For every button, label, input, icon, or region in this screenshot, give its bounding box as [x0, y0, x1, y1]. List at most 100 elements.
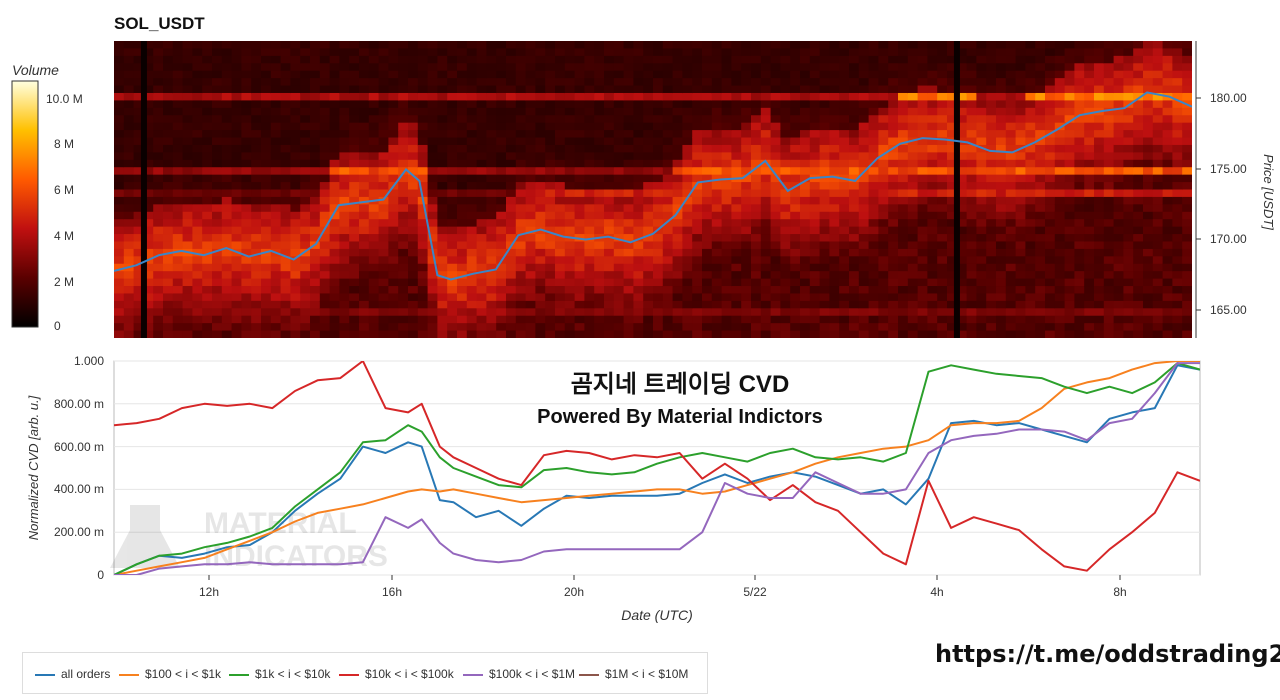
- heatmap-cell: [682, 115, 693, 124]
- legend-item[interactable]: $1k < i < $10k: [229, 667, 330, 681]
- heatmap-cell: [1015, 41, 1026, 50]
- heatmap-cell: [378, 308, 389, 317]
- heatmap-cell: [251, 41, 262, 50]
- heatmap-cell: [790, 137, 801, 146]
- heatmap-cell: [819, 107, 830, 116]
- heatmap-cell: [202, 115, 213, 124]
- legend-item[interactable]: $100 < i < $1k: [119, 667, 221, 681]
- heatmap-cell: [633, 152, 644, 161]
- heatmap-cell: [986, 78, 997, 87]
- heatmap-cell: [319, 278, 331, 287]
- heatmap-cell: [427, 196, 438, 205]
- heatmap-cell: [711, 293, 723, 302]
- heatmap-cell: [466, 256, 478, 265]
- heatmap-cell: [555, 204, 566, 213]
- heatmap-cell: [702, 286, 713, 295]
- heatmap-cell: [574, 226, 585, 235]
- heatmap-cell: [643, 286, 654, 295]
- heatmap-cell: [1133, 263, 1144, 272]
- heatmap-cell: [417, 130, 429, 139]
- heatmap-cell: [261, 144, 272, 153]
- heatmap-cell: [986, 263, 997, 272]
- heatmap-cell: [584, 241, 595, 250]
- heatmap-cell: [319, 100, 331, 109]
- heatmap-cell: [809, 219, 821, 228]
- heatmap-cell: [1045, 330, 1056, 338]
- heatmap-cell: [643, 256, 654, 265]
- heatmap-cell: [388, 152, 399, 161]
- heatmap-cell: [261, 256, 272, 265]
- legend-item[interactable]: $100k < i < $1M: [463, 667, 575, 681]
- heatmap-cell: [711, 137, 723, 146]
- heatmap-cell: [907, 263, 919, 272]
- heatmap-cell: [280, 167, 291, 176]
- legend-item[interactable]: $1M < i < $10M: [579, 667, 688, 681]
- heatmap-cell: [182, 241, 193, 250]
- heatmap-cell: [937, 182, 948, 191]
- heatmap-cell: [398, 144, 409, 153]
- heatmap-cell: [702, 323, 713, 332]
- legend-label: $100 < i < $1k: [145, 667, 222, 681]
- heatmap-cell: [849, 144, 860, 153]
- heatmap-cell: [839, 182, 850, 191]
- heatmap-cell: [937, 219, 948, 228]
- heatmap-cell: [182, 152, 193, 161]
- heatmap-cell: [692, 174, 703, 183]
- heatmap-cell: [760, 271, 772, 280]
- legend-item[interactable]: all orders: [35, 667, 110, 681]
- heatmap-cell: [800, 48, 811, 57]
- heatmap-cell: [251, 137, 262, 146]
- heatmap-cell: [682, 286, 693, 295]
- heatmap-cell: [800, 330, 811, 338]
- heatmap-cell: [917, 115, 928, 124]
- heatmap-cell: [143, 330, 154, 338]
- heatmap-cell: [917, 152, 928, 161]
- heatmap-cell: [251, 107, 262, 116]
- heatmap-cell: [1005, 130, 1017, 139]
- heatmap-cell: [270, 263, 282, 272]
- heatmap-cell: [123, 107, 135, 116]
- heatmap-cell: [496, 330, 507, 338]
- heatmap-cell: [643, 63, 654, 72]
- heatmap-cell: [143, 323, 154, 332]
- heatmap-cell: [633, 137, 644, 146]
- heatmap-cell: [1094, 100, 1105, 109]
- heatmap-cell: [300, 286, 311, 295]
- heatmap-cell: [417, 308, 429, 317]
- telegram-link[interactable]: https://t.me/oddstrading2: [935, 640, 1280, 668]
- heatmap-cell: [359, 115, 370, 124]
- cvd-line-4: [114, 362, 1200, 575]
- heatmap-cell: [368, 263, 380, 272]
- heatmap-cell: [849, 78, 860, 87]
- heatmap-cell: [633, 219, 644, 228]
- heatmap-cell: [760, 330, 772, 338]
- heatmap-cell: [1015, 182, 1026, 191]
- legend-item[interactable]: $10k < i < $100k: [339, 667, 454, 681]
- heatmap-cell: [1045, 286, 1056, 295]
- heatmap-cell: [192, 300, 203, 309]
- heatmap-cell: [898, 234, 909, 243]
- heatmap-cell: [888, 152, 899, 161]
- heatmap-cell: [711, 226, 723, 235]
- heatmap-cell: [417, 167, 429, 176]
- heatmap-cell: [408, 115, 419, 124]
- heatmap-cell: [1074, 300, 1085, 309]
- heatmap-cell: [839, 323, 850, 332]
- heatmap-cell: [741, 167, 752, 176]
- heatmap-cell: [280, 152, 291, 161]
- heatmap-cell: [1035, 48, 1046, 57]
- heatmap-cell: [221, 226, 233, 235]
- heatmap-cell: [1143, 144, 1154, 153]
- heatmap-cell: [604, 315, 615, 324]
- heatmap-cell: [1152, 115, 1164, 124]
- heatmap-cell: [653, 293, 664, 302]
- heatmap-cell: [1143, 174, 1154, 183]
- heatmap-cell: [339, 41, 350, 50]
- heatmap-cell: [153, 248, 164, 257]
- heatmap-cell: [1182, 167, 1192, 176]
- heatmap-cell: [604, 122, 615, 131]
- heatmap-cell: [515, 219, 527, 228]
- heatmap-cell: [858, 137, 870, 146]
- heatmap-cell: [349, 263, 360, 272]
- heatmap-cell: [270, 315, 282, 324]
